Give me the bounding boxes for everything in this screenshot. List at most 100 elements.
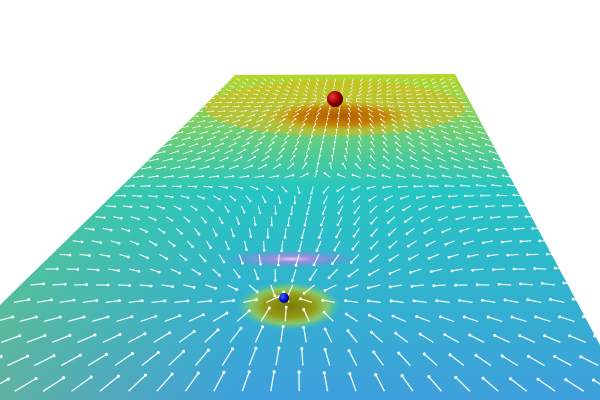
field-arrow-head bbox=[407, 142, 410, 145]
field-arrow-head bbox=[102, 216, 106, 219]
field-arrow bbox=[387, 89, 392, 92]
field-arrow bbox=[512, 166, 522, 170]
field-arrow-head bbox=[223, 86, 225, 88]
field-arrow bbox=[284, 174, 294, 178]
field-arrow-head bbox=[288, 87, 291, 89]
field-arrow-head bbox=[441, 105, 443, 108]
field-arrow-head bbox=[347, 123, 350, 125]
field-arrow-head bbox=[95, 298, 99, 302]
field-arrow bbox=[403, 205, 411, 211]
field-arrow-head bbox=[194, 185, 197, 188]
field-arrow-head bbox=[413, 119, 416, 121]
negative-charge[interactable] bbox=[279, 293, 289, 303]
field-arrow-head bbox=[506, 158, 510, 161]
field-arrow-head bbox=[444, 90, 446, 92]
field-arrow-head bbox=[431, 195, 435, 199]
field-arrow-head bbox=[80, 240, 84, 244]
field-arrow-head bbox=[216, 175, 219, 178]
field-arrow-head bbox=[351, 84, 353, 86]
field-arrow-head bbox=[382, 141, 385, 144]
field-arrow bbox=[258, 85, 262, 88]
field-arrow bbox=[232, 268, 240, 278]
field-arrow-head bbox=[303, 123, 306, 125]
field-arrow-head bbox=[254, 346, 258, 350]
field-arrow bbox=[419, 205, 428, 210]
field-arrow-head bbox=[345, 287, 349, 291]
field-arrow-head bbox=[422, 149, 425, 152]
field-arrow-head bbox=[491, 268, 495, 271]
field-arrow-head bbox=[132, 184, 135, 187]
field-arrow-head bbox=[450, 125, 453, 127]
field-arrow-head bbox=[311, 134, 314, 137]
field-arrow bbox=[140, 315, 156, 323]
field-arrow-head bbox=[89, 375, 93, 379]
field-arrow-head bbox=[286, 94, 288, 96]
field-arrow bbox=[550, 298, 565, 303]
field-arrow bbox=[437, 120, 444, 123]
field-arrow-head bbox=[479, 115, 482, 117]
field-arrow-head bbox=[256, 109, 259, 112]
field-arrow bbox=[483, 120, 491, 123]
field-arrow-head bbox=[264, 200, 267, 203]
field-arrow bbox=[464, 316, 479, 323]
field-arrow-head bbox=[564, 378, 568, 382]
field-arrow-head bbox=[386, 83, 388, 85]
field-arrow bbox=[82, 299, 97, 304]
field-arrow bbox=[487, 175, 498, 178]
field-arrow-head bbox=[435, 149, 438, 152]
field-arrow bbox=[456, 137, 465, 141]
field-arrow-head bbox=[278, 109, 280, 111]
field-arrow-head bbox=[438, 124, 441, 127]
field-arrow-head bbox=[85, 283, 88, 286]
field-arrow-head bbox=[341, 162, 345, 165]
field-arrow bbox=[397, 165, 405, 170]
field-arrow-head bbox=[198, 157, 201, 160]
field-arrow-head bbox=[137, 269, 141, 273]
field-arrow bbox=[380, 118, 386, 123]
field-arrow-head bbox=[306, 91, 308, 93]
field-arrow bbox=[87, 353, 107, 367]
field-arrow-head bbox=[399, 109, 402, 112]
field-arrow-head bbox=[359, 87, 361, 89]
field-arrow bbox=[223, 149, 232, 155]
field-arrow-head bbox=[392, 123, 395, 126]
field-arrow-head bbox=[507, 183, 510, 187]
positive-charge[interactable] bbox=[327, 91, 343, 107]
field-arrow bbox=[465, 158, 475, 162]
field-arrow bbox=[441, 130, 449, 135]
field-arrow bbox=[405, 85, 410, 88]
field-arrow bbox=[199, 131, 208, 135]
field-arrow-head bbox=[289, 108, 291, 111]
field-arrow bbox=[301, 163, 307, 170]
field-arrow-head bbox=[178, 271, 181, 275]
field-arrow-head bbox=[308, 202, 311, 205]
field-arrow bbox=[213, 115, 221, 118]
field-arrow-head bbox=[205, 105, 208, 108]
field-arrow-head bbox=[368, 163, 371, 166]
field-arrow bbox=[388, 105, 395, 108]
field-arrow bbox=[300, 298, 313, 303]
field-arrow bbox=[168, 137, 177, 141]
field-arrow-head bbox=[471, 268, 475, 272]
field-arrow-head bbox=[315, 249, 319, 252]
field-arrow-head bbox=[216, 93, 219, 96]
field-arrow-head bbox=[452, 105, 454, 108]
field-arrow-head bbox=[129, 205, 133, 209]
field-arrow bbox=[354, 205, 361, 213]
field-arrow-head bbox=[471, 101, 473, 104]
field-arrow-head bbox=[181, 131, 184, 133]
field-arrow bbox=[235, 89, 241, 92]
field-arrow bbox=[293, 113, 299, 118]
field-arrow-head bbox=[305, 117, 308, 120]
field-arrow-head bbox=[412, 114, 414, 116]
field-arrow-head bbox=[179, 185, 182, 188]
field-arrow-head bbox=[256, 93, 258, 96]
field-arrow bbox=[284, 307, 287, 322]
field-arrow bbox=[352, 174, 361, 178]
field-arrow bbox=[184, 166, 195, 170]
field-arrow-head bbox=[452, 86, 454, 88]
field-arrow bbox=[191, 268, 200, 275]
field-arrow-head bbox=[372, 350, 376, 354]
field-arrow-head bbox=[265, 79, 267, 81]
field-arrow bbox=[197, 120, 205, 123]
